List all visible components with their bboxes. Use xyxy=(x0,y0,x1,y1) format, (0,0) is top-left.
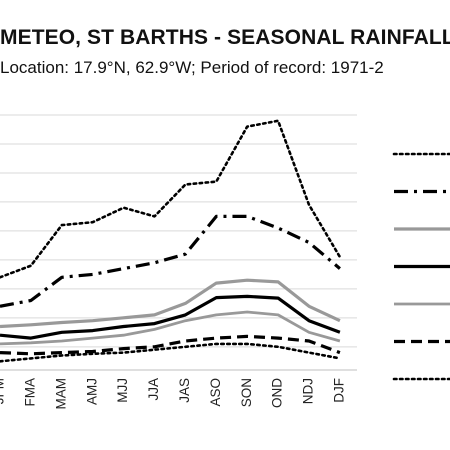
x-tick-label: SON xyxy=(239,378,254,407)
series-line-3 xyxy=(0,278,341,329)
series-line-1 xyxy=(0,119,342,279)
series-line-2 xyxy=(0,214,341,308)
series-line-6 xyxy=(0,334,341,356)
series-line-4 xyxy=(0,294,341,340)
series-line-7 xyxy=(0,342,342,363)
x-tick-label: JAS xyxy=(177,378,192,403)
x-tick-label: OND xyxy=(270,378,285,408)
series-lines xyxy=(0,119,342,363)
x-tick-label: DJF xyxy=(331,378,346,403)
chart-title: METEO, ST BARTHS - SEASONAL RAINFALL xyxy=(0,26,450,49)
chart-subtitle: Location: 17.9°N, 62.9°W; Period of reco… xyxy=(0,58,384,77)
x-tick-label: AMJ xyxy=(84,378,99,405)
x-axis-tick-labels: JFM FMA MAM AMJ MJJ JJA JAS ASO SON OND NDJ DJF xyxy=(0,378,346,410)
x-tick-label: MJJ xyxy=(115,378,130,403)
gridlines xyxy=(0,114,357,371)
x-tick-label: FMA xyxy=(22,378,37,407)
x-tick-label: JJA xyxy=(146,378,161,401)
x-tick-label: MAM xyxy=(53,378,68,410)
x-tick-label: ASO xyxy=(208,378,223,407)
x-tick-label: NDJ xyxy=(301,378,316,404)
x-tick-label: JFM xyxy=(0,378,7,404)
series-line-5 xyxy=(0,310,341,346)
legend xyxy=(392,152,450,381)
